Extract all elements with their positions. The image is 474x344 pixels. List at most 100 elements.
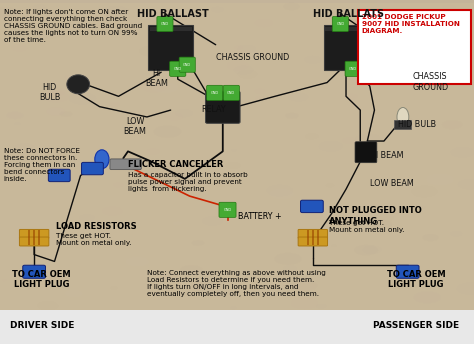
Ellipse shape [154,126,182,138]
FancyBboxPatch shape [48,169,70,182]
Text: HI
BEAM: HI BEAM [145,69,168,88]
Text: LOW BEAM: LOW BEAM [370,179,413,188]
Text: HI BEAM: HI BEAM [370,151,403,160]
Bar [28,230,30,238]
Ellipse shape [109,102,120,107]
Ellipse shape [406,118,412,121]
FancyBboxPatch shape [207,85,223,100]
Ellipse shape [15,122,20,125]
Ellipse shape [379,34,386,37]
Ellipse shape [46,107,65,116]
FancyBboxPatch shape [19,237,49,246]
Ellipse shape [376,0,394,8]
Ellipse shape [211,118,220,122]
FancyBboxPatch shape [332,17,348,32]
FancyBboxPatch shape [205,92,240,123]
FancyBboxPatch shape [298,237,328,246]
FancyBboxPatch shape [219,202,236,217]
Ellipse shape [48,88,66,96]
Ellipse shape [319,141,343,151]
Text: DRIVER SIDE: DRIVER SIDE [9,321,74,330]
Ellipse shape [102,207,122,216]
Ellipse shape [393,211,399,214]
Bar [317,238,319,245]
Ellipse shape [291,297,318,309]
Ellipse shape [227,61,248,70]
Ellipse shape [266,185,293,196]
Text: CHASSIS GROUND: CHASSIS GROUND [216,53,289,62]
Text: GND: GND [161,22,169,26]
Ellipse shape [153,82,178,94]
Ellipse shape [283,3,300,10]
Bar [325,27,367,31]
Ellipse shape [64,25,91,37]
Ellipse shape [345,94,358,100]
Text: LOW
BEAM: LOW BEAM [124,117,146,136]
Bar [38,230,40,238]
Text: GND: GND [183,63,191,67]
Bar [312,238,314,245]
Ellipse shape [139,46,163,56]
Ellipse shape [442,120,463,129]
Text: HID BALLAST: HID BALLAST [137,9,209,19]
Text: HID BULB: HID BULB [398,120,436,129]
FancyBboxPatch shape [110,159,141,170]
Ellipse shape [202,216,223,226]
Ellipse shape [34,4,47,11]
Text: GND: GND [349,67,357,71]
Ellipse shape [292,280,317,291]
Ellipse shape [126,257,149,267]
Text: FLICKER CANCELLER: FLICKER CANCELLER [128,160,223,169]
Ellipse shape [142,15,161,23]
Text: Note: Connect everything as above without using
Load Resistors to determine if y: Note: Connect everything as above withou… [147,270,326,297]
Ellipse shape [269,189,294,200]
FancyBboxPatch shape [19,229,49,238]
Ellipse shape [194,281,222,293]
Text: LOAD RESISTORS: LOAD RESISTORS [56,222,137,231]
Ellipse shape [254,267,261,269]
Ellipse shape [226,162,240,169]
Text: TO CAR OEM
LIGHT PLUG: TO CAR OEM LIGHT PLUG [387,270,446,289]
Ellipse shape [43,91,69,103]
Ellipse shape [11,165,23,171]
Ellipse shape [457,282,474,294]
Text: BATTERY +: BATTERY + [238,212,282,221]
FancyBboxPatch shape [157,17,173,32]
Ellipse shape [430,42,453,52]
Ellipse shape [419,206,425,209]
Text: GND: GND [227,91,236,95]
Bar [394,120,411,129]
Ellipse shape [447,67,473,78]
Bar [28,238,30,245]
Ellipse shape [234,66,254,74]
Bar [307,230,309,238]
FancyBboxPatch shape [82,162,103,175]
Ellipse shape [304,56,321,64]
Ellipse shape [103,6,128,18]
Text: GND: GND [173,67,182,71]
FancyBboxPatch shape [355,142,377,163]
Text: GND: GND [336,22,345,26]
Ellipse shape [289,93,308,101]
Text: RELAY: RELAY [201,105,226,114]
Ellipse shape [342,138,357,144]
Ellipse shape [149,271,174,282]
Ellipse shape [422,234,439,241]
Text: HID
BULB: HID BULB [39,83,61,102]
Ellipse shape [7,112,23,119]
Ellipse shape [34,31,54,39]
Ellipse shape [36,28,61,39]
Ellipse shape [434,283,440,285]
Ellipse shape [59,111,72,117]
Ellipse shape [0,7,18,18]
Ellipse shape [175,109,193,117]
FancyBboxPatch shape [223,85,239,100]
Ellipse shape [178,225,191,230]
FancyBboxPatch shape [396,265,419,278]
FancyBboxPatch shape [0,3,474,311]
Ellipse shape [180,265,202,275]
FancyBboxPatch shape [170,61,186,76]
Ellipse shape [458,179,474,189]
Text: NOT PLUGGED INTO
ANYTHING: NOT PLUGGED INTO ANYTHING [329,206,422,226]
Ellipse shape [173,221,182,226]
